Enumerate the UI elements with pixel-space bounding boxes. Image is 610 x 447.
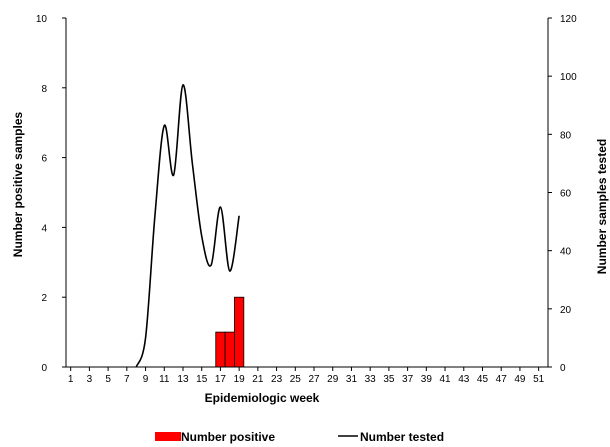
x-tick-label: 25 <box>290 374 302 385</box>
bars-layer <box>215 296 245 368</box>
x-tick-label: 43 <box>458 374 470 385</box>
x-tick-label: 27 <box>308 374 320 385</box>
right-y-tick-label: 100 <box>560 72 577 83</box>
x-tick-label: 9 <box>143 374 149 385</box>
bar-number-positive <box>215 331 226 368</box>
x-tick-label: 41 <box>439 374 451 385</box>
x-tick-label: 1 <box>68 374 74 385</box>
line-number-tested <box>135 84 240 368</box>
x-tick-label: 11 <box>159 374 170 385</box>
x-tick-label: 5 <box>105 374 111 385</box>
left-y-tick-label: 0 <box>41 363 47 374</box>
x-tick-label: 13 <box>177 374 189 385</box>
x-tick-label: 49 <box>514 374 526 385</box>
x-tick-label: 51 <box>533 374 545 385</box>
left-y-axis-title: Number positive samples <box>11 111 25 257</box>
x-tick-label: 47 <box>496 374 508 385</box>
x-tick-label: 17 <box>215 374 227 385</box>
x-tick-label: 33 <box>365 374 377 385</box>
legend-swatch-number-positive <box>155 432 181 441</box>
bar-number-positive <box>234 296 245 368</box>
legend-label-number-positive: Number positive <box>181 430 275 444</box>
x-tick-label: 45 <box>477 374 489 385</box>
x-tick-label: 31 <box>346 374 358 385</box>
x-tick-label: 23 <box>271 374 283 385</box>
left-y-tick-label: 2 <box>41 293 47 304</box>
right-y-tick-label: 80 <box>560 130 572 141</box>
legend-label-number-tested: Number tested <box>360 430 444 444</box>
x-tick-label: 7 <box>124 374 130 385</box>
legend: Number positive Number tested <box>155 430 444 444</box>
line-layer <box>135 84 240 368</box>
left-y-tick-label: 8 <box>41 84 47 95</box>
bar-number-positive <box>224 331 235 368</box>
right-y-tick-label: 20 <box>560 305 572 316</box>
x-tick-label: 37 <box>402 374 414 385</box>
right-y-tick-label: 40 <box>560 247 572 258</box>
x-tick-label: 19 <box>234 374 246 385</box>
right-y-tick-label: 60 <box>560 189 572 200</box>
left-y-tick-label: 10 <box>36 14 48 25</box>
left-y-tick-label: 6 <box>41 154 47 165</box>
x-tick-label: 21 <box>252 374 264 385</box>
x-tick-label: 39 <box>421 374 433 385</box>
right-y-axis-title: Number samples tested <box>595 139 609 274</box>
x-tick-label: 3 <box>87 374 93 385</box>
right-y-tick-label: 120 <box>560 14 577 25</box>
x-tick-label: 35 <box>383 374 395 385</box>
right-y-tick-label: 0 <box>560 363 566 374</box>
x-tick-label: 29 <box>327 374 339 385</box>
left-y-tick-label: 4 <box>41 223 47 234</box>
x-axis-title: Epidemiologic week <box>205 391 320 405</box>
x-tick-label: 15 <box>196 374 208 385</box>
